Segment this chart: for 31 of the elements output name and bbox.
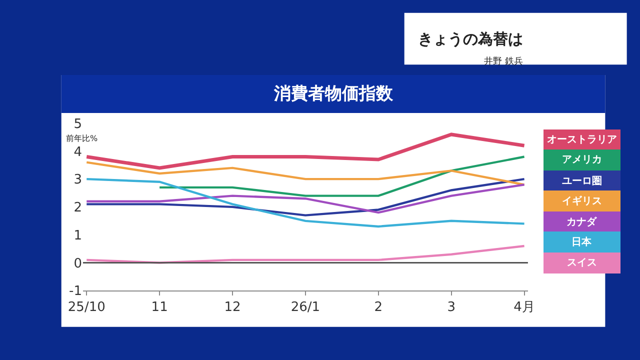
x-tick-label: 25/10: [68, 300, 106, 316]
text: イギリス: [562, 195, 602, 207]
chart-title: 消費者物価指数: [273, 84, 394, 104]
text: オーストラリア: [547, 134, 617, 146]
text: カナダ: [566, 216, 598, 228]
text: ユーロ圏: [562, 175, 602, 187]
x-tick-label: 11: [151, 300, 168, 316]
x-tick-label: 12: [224, 300, 241, 316]
x-tick-label: 2: [374, 300, 383, 316]
x-tick-label: 4月: [514, 300, 535, 316]
line-series: [86, 244, 526, 264]
line-series: [86, 184, 526, 214]
line-series: [86, 161, 526, 186]
y-tick-label: 3: [74, 172, 82, 188]
y-tick-label: 4: [74, 144, 82, 160]
text: きょうの為替は: [418, 30, 523, 48]
text: アメリカ: [562, 154, 602, 166]
line-series: [86, 178, 526, 216]
y-tick-label: 1: [74, 228, 82, 244]
x-tick-label: 26/1: [290, 300, 320, 316]
text: 井野 鉄兵: [484, 56, 523, 67]
x-tick-label: 3: [447, 300, 456, 316]
text: 日本: [572, 236, 592, 248]
line-series: [158, 156, 526, 197]
line-series: [86, 178, 526, 228]
y-axis-title: 前年比%: [66, 134, 98, 143]
text: スイス: [567, 258, 597, 268]
y-tick-label: 0: [74, 256, 82, 272]
y-tick-label: -1: [69, 284, 82, 300]
y-tick-label: 5: [74, 116, 82, 132]
y-tick-label: 2: [74, 200, 82, 216]
